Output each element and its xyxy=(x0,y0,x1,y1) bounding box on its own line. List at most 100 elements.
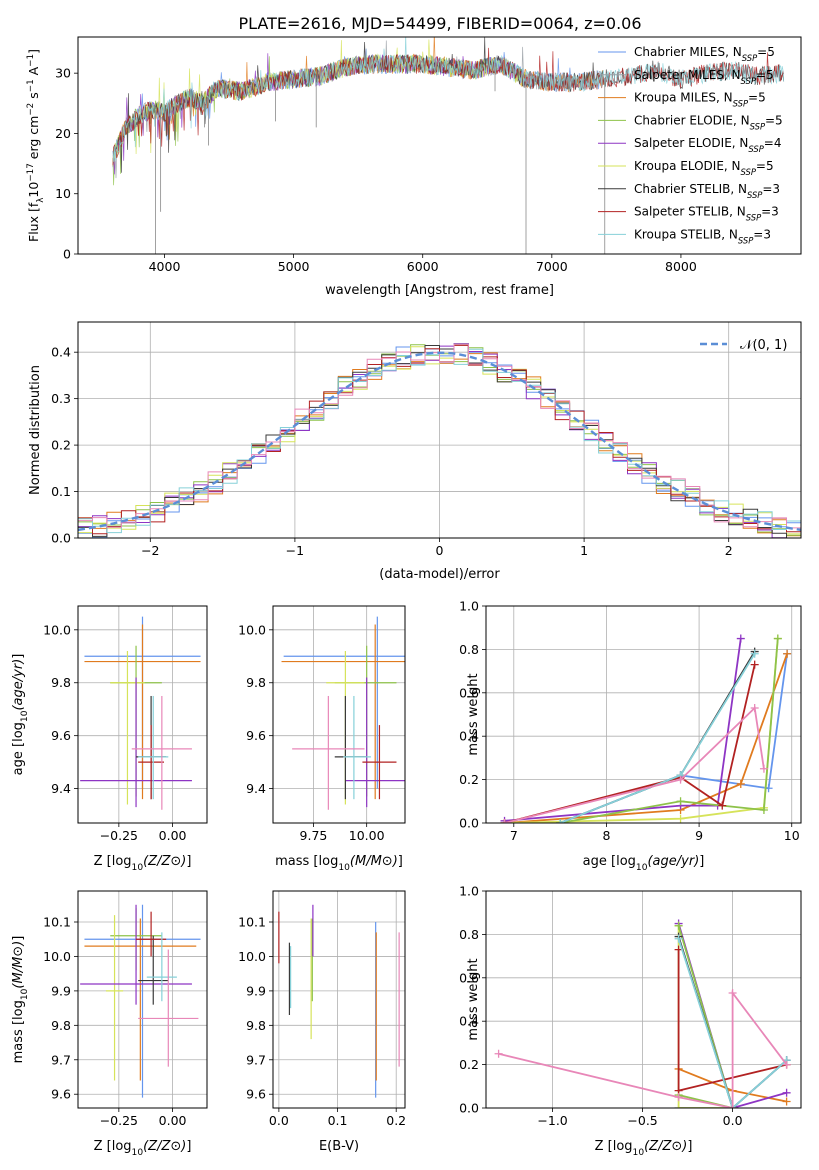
data-point xyxy=(750,660,759,669)
data-point xyxy=(676,797,685,806)
axes-frame xyxy=(77,605,208,824)
data-point xyxy=(728,988,737,997)
x-axis-label: Z [log10(Z/Z⊙)] xyxy=(595,1139,693,1158)
data-point xyxy=(674,921,683,930)
legend-label: Kroupa ELODIE, NSSP=5 xyxy=(634,159,774,177)
y-tick-label: 9.8 xyxy=(246,1018,266,1033)
series-line xyxy=(112,37,785,162)
y-tick-label: 0.3 xyxy=(51,391,71,406)
data-point xyxy=(759,805,768,814)
y-tick-label: 10.0 xyxy=(43,949,71,964)
y-tick-label: 0.8 xyxy=(459,642,479,657)
data-point xyxy=(759,764,768,773)
y-axis-label: Flux [fλ10−17 erg cm−2 s−1 A−1] xyxy=(26,49,46,242)
axes-frame xyxy=(485,890,802,1109)
data-point xyxy=(750,649,759,658)
y-axis-label: mass weight xyxy=(466,958,481,1040)
axes-frame xyxy=(77,890,208,1109)
x-tick-label: 0.2 xyxy=(386,1113,406,1128)
y-tick-label: 0.1 xyxy=(51,484,71,499)
y-tick-label: 0.4 xyxy=(459,1014,479,1029)
x-tick-label: 0.1 xyxy=(328,1113,348,1128)
x-tick-label: 9.75 xyxy=(300,828,328,843)
plot-area xyxy=(112,37,785,254)
x-tick-label: −0.25 xyxy=(100,828,138,843)
y-tick-label: 9.6 xyxy=(51,728,71,743)
x-axis-label: age [log10(age/yr)] xyxy=(583,854,705,873)
panel-massweight_vs_age: 7 8 9 10 0.0 0.2 0.4 0.6 0.8 1.0 mass weight xyxy=(459,599,802,843)
data-point xyxy=(494,1049,503,1058)
panel-mass_vs_EBV: 0.0 0.1 0.2 9.6 9.7 9.8 9.9 10.0 10.1 xyxy=(238,890,406,1128)
x-axis-label: E(B-V) xyxy=(319,1139,359,1154)
data-point xyxy=(676,775,685,784)
axes-frame xyxy=(272,890,406,1109)
y-tick-label: 0.0 xyxy=(459,816,479,831)
y-tick-label: 10.0 xyxy=(238,949,266,964)
normal-curve xyxy=(78,351,801,532)
series-line xyxy=(504,664,756,823)
x-axis-label: Z [log10(Z/Z⊙)] xyxy=(94,1139,192,1158)
panel-age_vs_mass: 9.75 10.00 9.4 9.6 9.8 10.0 xyxy=(238,605,406,843)
x-tick-label: 0.00 xyxy=(159,1113,187,1128)
y-axis-label: age [log10(age/yr)] xyxy=(11,654,30,776)
x-tick-label: 9 xyxy=(695,828,703,843)
axes-frame xyxy=(272,605,406,824)
x-tick-label: −0.25 xyxy=(100,1113,138,1128)
data-point xyxy=(674,1093,683,1102)
data-point xyxy=(782,1097,791,1106)
y-tick-label: 30 xyxy=(55,66,71,81)
x-tick-label: −1.0 xyxy=(537,1113,567,1128)
data-point xyxy=(500,819,509,823)
plot-area xyxy=(80,904,201,1098)
series-line xyxy=(677,925,734,1108)
y-tick-label: 9.4 xyxy=(246,781,266,796)
data-point xyxy=(782,1060,791,1069)
data-point xyxy=(728,1104,737,1108)
data-point xyxy=(674,934,683,943)
data-point xyxy=(736,634,745,643)
x-axis-label: wavelength [Angstrom, rest frame] xyxy=(325,283,554,298)
legend-label: Salpeter ELODIE, NSSP=4 xyxy=(634,136,782,154)
x-tick-label: 5000 xyxy=(278,259,310,274)
y-tick-label: 0.4 xyxy=(51,345,71,360)
x-tick-label: 0 xyxy=(436,543,444,558)
axes-frame xyxy=(485,605,802,824)
x-tick-label: 10.00 xyxy=(349,828,385,843)
data-point xyxy=(556,819,565,823)
series-line xyxy=(504,706,765,823)
y-tick-label: 10.0 xyxy=(238,622,266,637)
data-point xyxy=(674,1104,683,1108)
x-tick-label: 7000 xyxy=(536,259,568,274)
y-tick-label: 0.6 xyxy=(459,685,479,700)
legend-label: Salpeter STELIB, NSSP=3 xyxy=(634,205,779,223)
panel-massweight_vs_Z: −1.0 −0.5 0.0 0.0 0.2 0.4 0.6 0.8 1.0 mass weight xyxy=(459,884,802,1128)
legend-label: Salpeter MILES, NSSP=5 xyxy=(634,68,774,86)
data-point xyxy=(783,649,792,658)
y-tick-label: 10 xyxy=(55,186,71,201)
y-tick-label: 9.6 xyxy=(246,728,266,743)
y-tick-label: 9.9 xyxy=(246,983,266,998)
series-line xyxy=(504,638,742,822)
axes-frame xyxy=(77,36,802,255)
legend-label: Chabrier STELIB, NSSP=3 xyxy=(634,182,780,200)
legend-label: Kroupa MILES, NSSP=5 xyxy=(634,91,766,109)
axes-frame xyxy=(77,321,802,539)
x-tick-label: 0.00 xyxy=(159,828,187,843)
y-tick-label: 0.6 xyxy=(459,970,479,985)
data-point xyxy=(773,634,782,643)
data-point xyxy=(782,1088,791,1097)
y-tick-label: 0.8 xyxy=(459,927,479,942)
histogram-step xyxy=(78,343,801,529)
x-tick-label: 6000 xyxy=(407,259,439,274)
x-axis-label: (data-model)/error xyxy=(379,567,500,582)
y-tick-label: 9.7 xyxy=(51,1052,71,1067)
x-tick-label: 7 xyxy=(510,828,518,843)
legend-label: Chabrier ELODIE, NSSP=5 xyxy=(634,113,783,131)
data-point xyxy=(736,779,745,788)
panel-age_vs_Z: −0.25 0.00 9.4 9.6 9.8 10.0 xyxy=(43,605,208,843)
y-tick-label: 9.7 xyxy=(246,1052,266,1067)
legend-label: Kroupa STELIB, NSSP=3 xyxy=(634,227,771,245)
series-line xyxy=(498,990,788,1108)
y-axis-label: Normed distribution xyxy=(28,365,43,495)
